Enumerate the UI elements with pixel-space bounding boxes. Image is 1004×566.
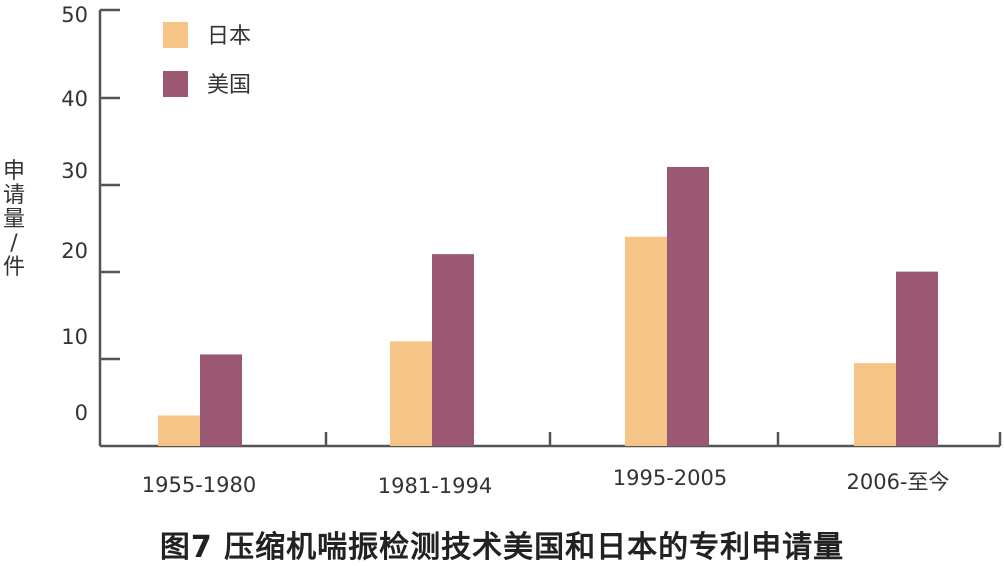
y-axis-label: 申请量/件 xyxy=(3,159,25,280)
bar-chart: 0 10 20 30 40 50 1955-1980 1981-1994 1995-2005 2… xyxy=(3,3,1002,498)
bar-usa-1 xyxy=(432,254,474,446)
x-category-label: 2006-至今 xyxy=(846,470,949,494)
bar-japan-3 xyxy=(854,363,896,446)
bar-japan-1 xyxy=(390,341,432,446)
legend-label: 日本 xyxy=(207,24,251,49)
y-axis-label-char: 请 xyxy=(3,183,25,208)
legend-swatch xyxy=(163,22,188,48)
bar-series xyxy=(158,166,938,446)
y-axis-ticks: 0 10 20 30 40 50 xyxy=(61,3,1002,446)
bar-japan-2 xyxy=(625,236,667,446)
y-axis-label-char: 件 xyxy=(3,255,25,280)
x-category-label: 1955-1980 xyxy=(142,473,256,497)
x-category-label: 1995-2005 xyxy=(613,466,727,490)
y-tick-label: 30 xyxy=(61,159,88,183)
bar-japan-0 xyxy=(158,415,200,446)
bar-usa-0 xyxy=(200,354,242,446)
bar-usa-3 xyxy=(896,271,938,446)
legend-label: 美国 xyxy=(207,73,251,98)
legend-swatch xyxy=(163,71,188,97)
y-tick-label: 20 xyxy=(61,239,88,263)
y-axis-label-char: 量 xyxy=(3,207,25,232)
y-tick-label: 50 xyxy=(61,3,88,27)
bar-usa-2 xyxy=(667,166,709,446)
x-axis-categories: 1955-1980 1981-1994 1995-2005 2006-至今 xyxy=(142,466,950,498)
y-axis-label-char: / xyxy=(10,231,18,256)
y-tick-label: 40 xyxy=(61,87,88,111)
y-axis-label-char: 申 xyxy=(3,159,25,184)
y-tick-label: 0 xyxy=(75,401,88,425)
x-category-label: 1981-1994 xyxy=(378,474,492,498)
figure-caption: 图7 压缩机喘振检测技术美国和日本的专利申请量 xyxy=(159,530,845,565)
y-tick-label: 10 xyxy=(61,325,88,349)
